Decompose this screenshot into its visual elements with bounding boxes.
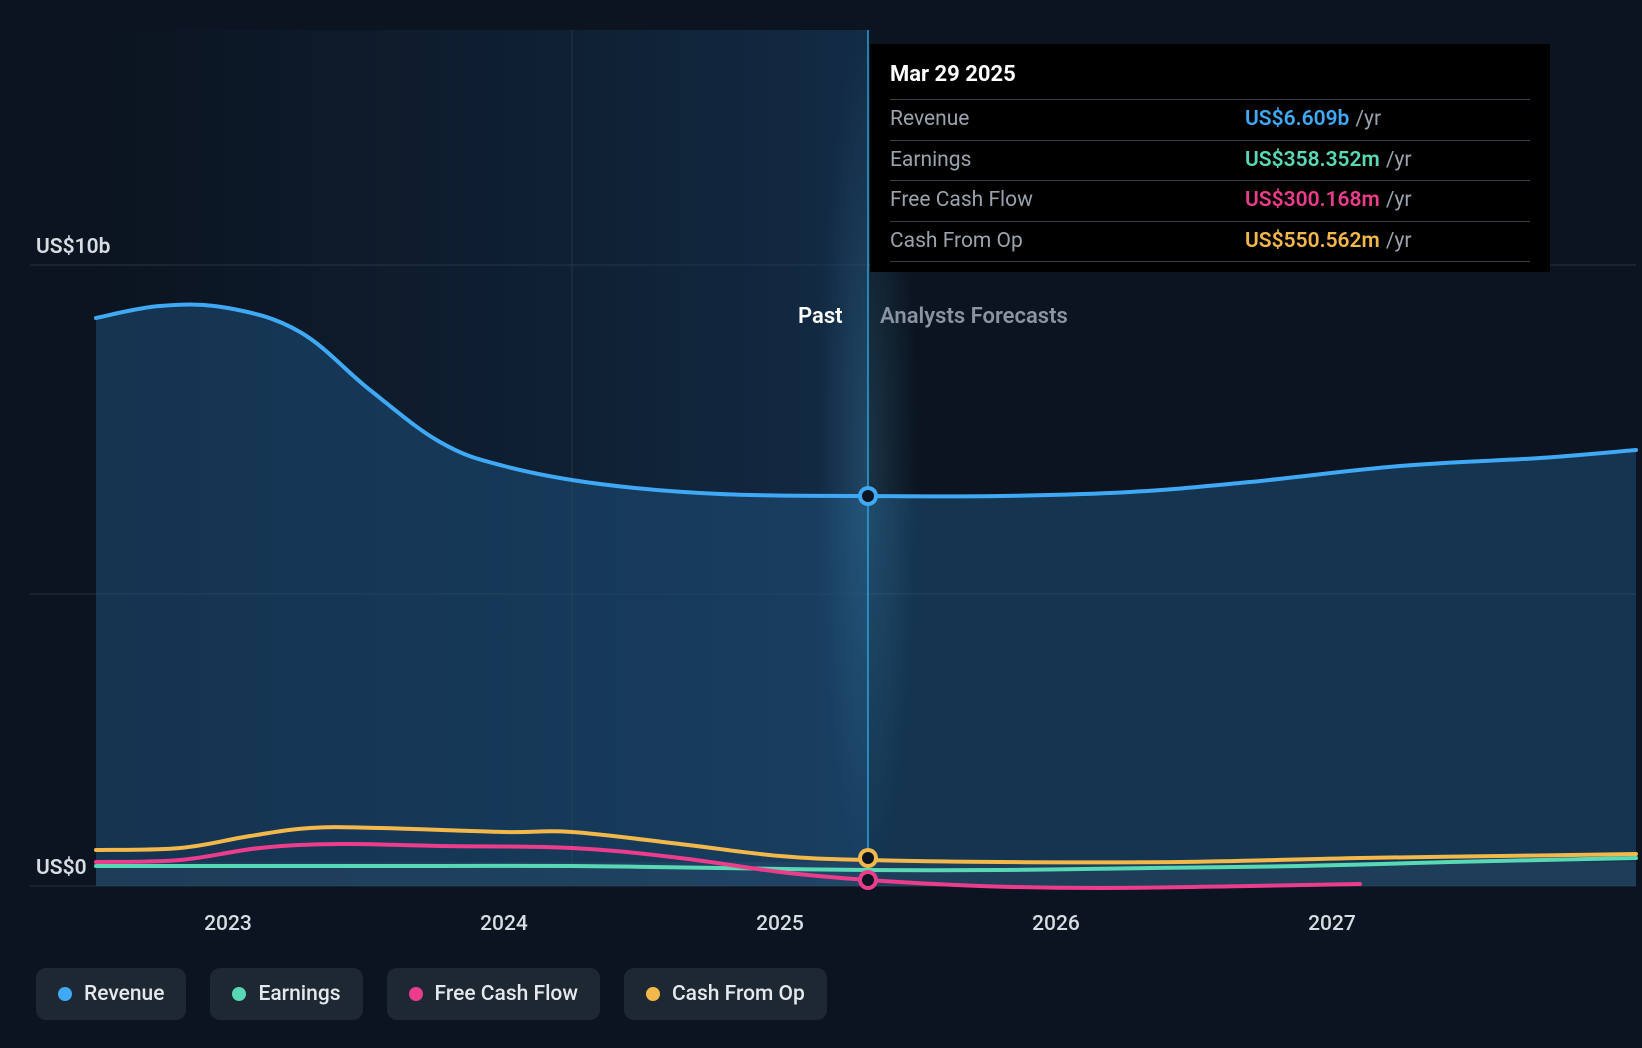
legend-item-label: Free Cash Flow [435, 982, 578, 1006]
legend-dot-icon [58, 987, 72, 1001]
chart-legend: Revenue Earnings Free Cash Flow Cash From O… [36, 968, 827, 1020]
legend-dot-icon [232, 987, 246, 1001]
tooltip-row-value: US$6.609b [1245, 104, 1349, 136]
x-axis-tick-label: 2026 [1032, 912, 1080, 936]
tooltip-row-key: Revenue [890, 104, 1245, 136]
financials-chart: US$0 US$10b 2023 2024 2025 2026 2027 Past Ana… [0, 0, 1642, 1048]
legend-item-earnings[interactable]: Earnings [210, 968, 362, 1020]
legend-dot-icon [409, 987, 423, 1001]
legend-item-free_cash_flow[interactable]: Free Cash Flow [387, 968, 600, 1020]
tooltip-row-key: Cash From Op [890, 226, 1245, 258]
tooltip-date: Mar 29 2025 [890, 58, 1530, 99]
tooltip-row-unit: /yr [1386, 226, 1412, 258]
tooltip-row-unit: /yr [1386, 145, 1412, 177]
tooltip-row-unit: /yr [1355, 104, 1381, 136]
tooltip-row-key: Earnings [890, 145, 1245, 177]
y-axis-tick-label: US$10b [36, 235, 110, 259]
tooltip-row: RevenueUS$6.609b/yr [890, 99, 1530, 140]
past-section-label: Past [798, 304, 843, 329]
tooltip-row-unit: /yr [1386, 185, 1412, 217]
x-axis-tick-label: 2024 [480, 912, 528, 936]
legend-item-cash_from_op[interactable]: Cash From Op [624, 968, 827, 1020]
tooltip-row: Free Cash FlowUS$300.168m/yr [890, 180, 1530, 221]
x-axis-tick-label: 2023 [204, 912, 252, 936]
tooltip-row: EarningsUS$358.352m/yr [890, 140, 1530, 181]
tooltip-row-value: US$300.168m [1245, 185, 1380, 217]
x-axis-tick-label: 2027 [1308, 912, 1356, 936]
tooltip-row: Cash From OpUS$550.562m/yr [890, 221, 1530, 263]
legend-item-label: Cash From Op [672, 982, 805, 1006]
y-axis-tick-label: US$0 [36, 856, 87, 880]
x-axis-tick-label: 2025 [756, 912, 804, 936]
tooltip-row-value: US$550.562m [1245, 226, 1380, 258]
tooltip-row-key: Free Cash Flow [890, 185, 1245, 217]
legend-item-label: Revenue [84, 982, 164, 1006]
chart-tooltip: Mar 29 2025 RevenueUS$6.609b/yrEarningsU… [870, 44, 1550, 272]
legend-dot-icon [646, 987, 660, 1001]
forecast-section-label: Analysts Forecasts [880, 304, 1068, 329]
legend-item-revenue[interactable]: Revenue [36, 968, 186, 1020]
legend-item-label: Earnings [258, 982, 340, 1006]
tooltip-row-value: US$358.352m [1245, 145, 1380, 177]
